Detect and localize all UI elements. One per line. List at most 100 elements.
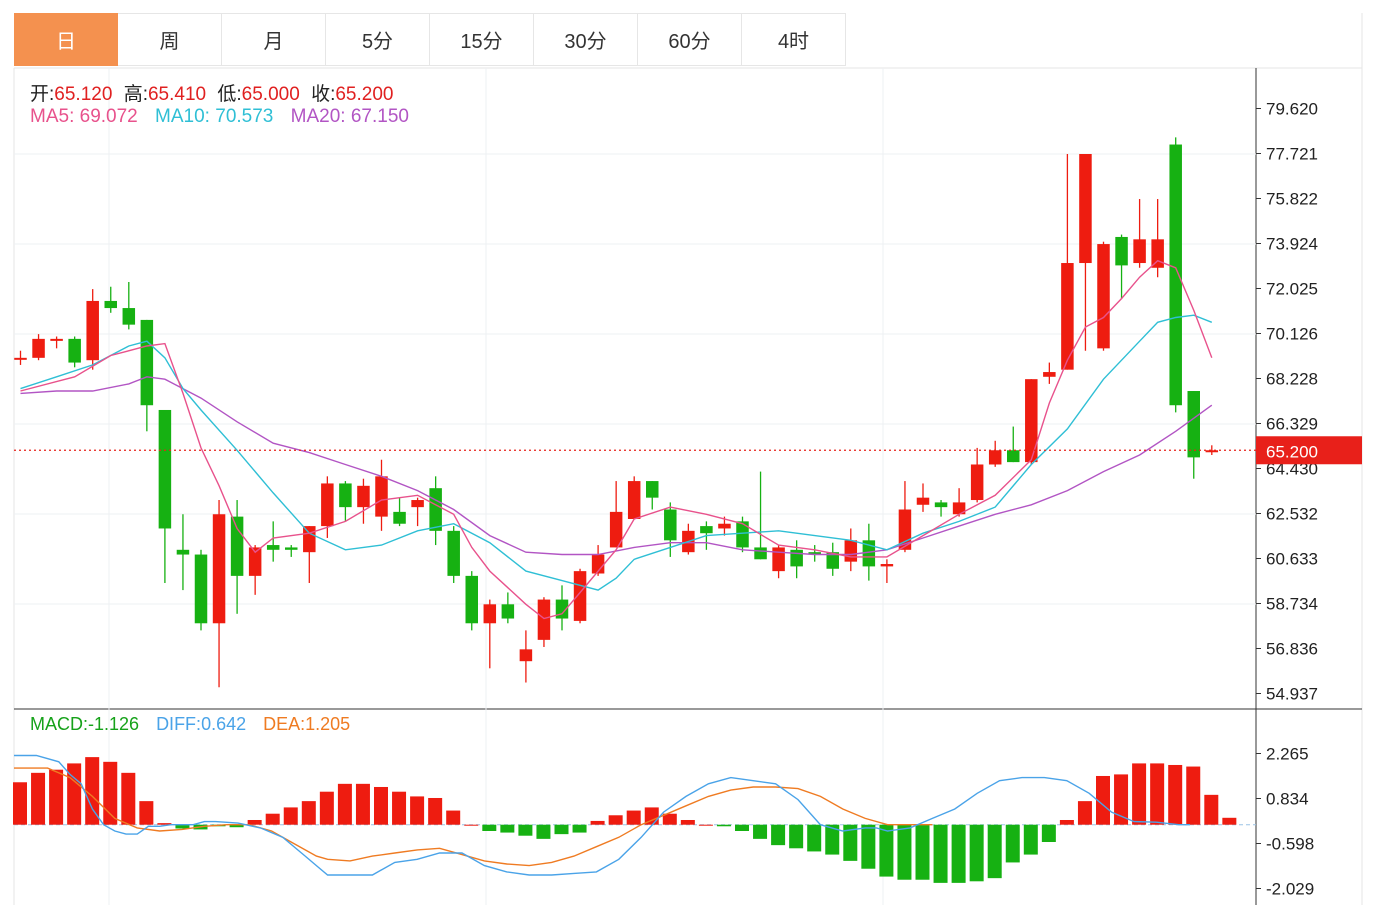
candle-body (754, 547, 767, 560)
candle-body (501, 604, 515, 619)
price-tick-label: 79.620 (1266, 100, 1318, 119)
candle-body (1187, 391, 1200, 458)
macd-bar (337, 783, 352, 825)
candle-body (339, 483, 352, 508)
macd-bar (464, 824, 479, 826)
candle-body (808, 552, 821, 555)
candle-body (862, 540, 876, 567)
tab-5min[interactable]: 5分 (326, 13, 430, 66)
price-tick-label: 56.836 (1266, 639, 1318, 658)
candle-body (140, 319, 154, 406)
macd-bar (49, 769, 64, 825)
macd-bar (1204, 794, 1219, 825)
tab-day[interactable]: 日 (14, 13, 118, 66)
candle-body (393, 511, 406, 524)
macd-bar (1077, 801, 1092, 825)
macd-bar (807, 824, 822, 852)
tab-week[interactable]: 周 (118, 13, 222, 66)
candle-body (1043, 372, 1056, 377)
macd-bar (933, 824, 948, 883)
macd-bar (1150, 763, 1165, 825)
candle-body (1097, 244, 1110, 349)
macd-bar (374, 786, 388, 825)
macd-bar (319, 791, 334, 825)
candle-body (1061, 263, 1074, 370)
price-tick-label: 62.532 (1266, 504, 1318, 523)
candle-body (1115, 236, 1128, 266)
open-label: 开: (30, 84, 55, 105)
price-tick-label: 60.633 (1266, 550, 1318, 569)
macd-bar (680, 819, 695, 825)
candle-body (772, 547, 785, 572)
dea-label: DEA: (263, 714, 306, 734)
macd-bar (644, 807, 659, 825)
macd-bar (771, 824, 786, 846)
ma5-value: 69.072 (79, 106, 138, 127)
tab-4hour[interactable]: 4时 (742, 13, 846, 66)
macd-info: MACD:-1.126 DIFF:0.642 DEA:1.205 (30, 714, 350, 735)
candle-body (537, 599, 551, 640)
macd-bar (608, 815, 623, 825)
macd-bar (265, 813, 280, 825)
candle-body (1079, 154, 1092, 264)
candle-body (212, 514, 226, 624)
candle-body (844, 540, 858, 562)
macd-bar (1186, 766, 1201, 825)
candle-body (988, 450, 1002, 465)
macd-tick-label: -2.029 (1266, 880, 1314, 899)
candle-body (158, 409, 172, 529)
candle-body (790, 549, 803, 567)
candle-body (646, 481, 659, 498)
candle-body (465, 575, 478, 624)
macd-bar (897, 824, 912, 880)
tab-15min[interactable]: 15分 (430, 13, 534, 66)
macd-bar (789, 824, 804, 849)
macd-bar (951, 824, 966, 883)
candle-body (411, 500, 424, 508)
candle-body (1025, 379, 1038, 463)
diff-label: DIFF: (156, 714, 202, 734)
macd-bar (31, 772, 46, 825)
candle-body (375, 476, 388, 517)
candle-body (86, 300, 99, 361)
macd-bar (103, 761, 118, 825)
high-value: 65.410 (147, 84, 207, 105)
candle-body (718, 523, 731, 529)
candle-body (519, 649, 533, 662)
macd-bar (1114, 774, 1129, 825)
macd-bar (229, 824, 244, 828)
tab-60min[interactable]: 60分 (638, 13, 742, 66)
tab-30min[interactable]: 30分 (534, 13, 638, 66)
candle-body (483, 604, 497, 624)
macd-bar (1168, 764, 1183, 825)
candle-body (122, 308, 136, 325)
candle-body (1007, 450, 1020, 463)
macd-bar (392, 791, 407, 825)
period-tabs: 日 周 月 5分 15分 30分 60分 4时 (14, 13, 846, 67)
close-label: 收: (311, 84, 336, 105)
macd-bar (915, 824, 930, 880)
macd-bar (716, 824, 731, 827)
macd-bar (13, 782, 27, 825)
macd-bar (85, 757, 100, 825)
candle-body (736, 521, 749, 548)
macd-bar (861, 824, 876, 869)
macd-bar (753, 824, 768, 839)
macd-bar (446, 810, 461, 825)
macd-bar (518, 824, 533, 836)
macd-label: MACD: (30, 714, 88, 734)
candle-body (176, 549, 190, 555)
candle-body (266, 545, 280, 550)
tab-month[interactable]: 月 (222, 13, 326, 66)
price-tick-label: 68.228 (1266, 369, 1318, 388)
macd-bar (410, 796, 425, 825)
candle-body (194, 554, 208, 624)
candle-body (32, 338, 45, 358)
ma20-value: 67.150 (350, 106, 409, 127)
price-tick-label: 66.329 (1266, 415, 1318, 434)
macd-bar (121, 772, 136, 825)
macd-bar (175, 824, 190, 829)
price-tick-label: 75.822 (1266, 190, 1318, 209)
candle-body (952, 502, 966, 515)
